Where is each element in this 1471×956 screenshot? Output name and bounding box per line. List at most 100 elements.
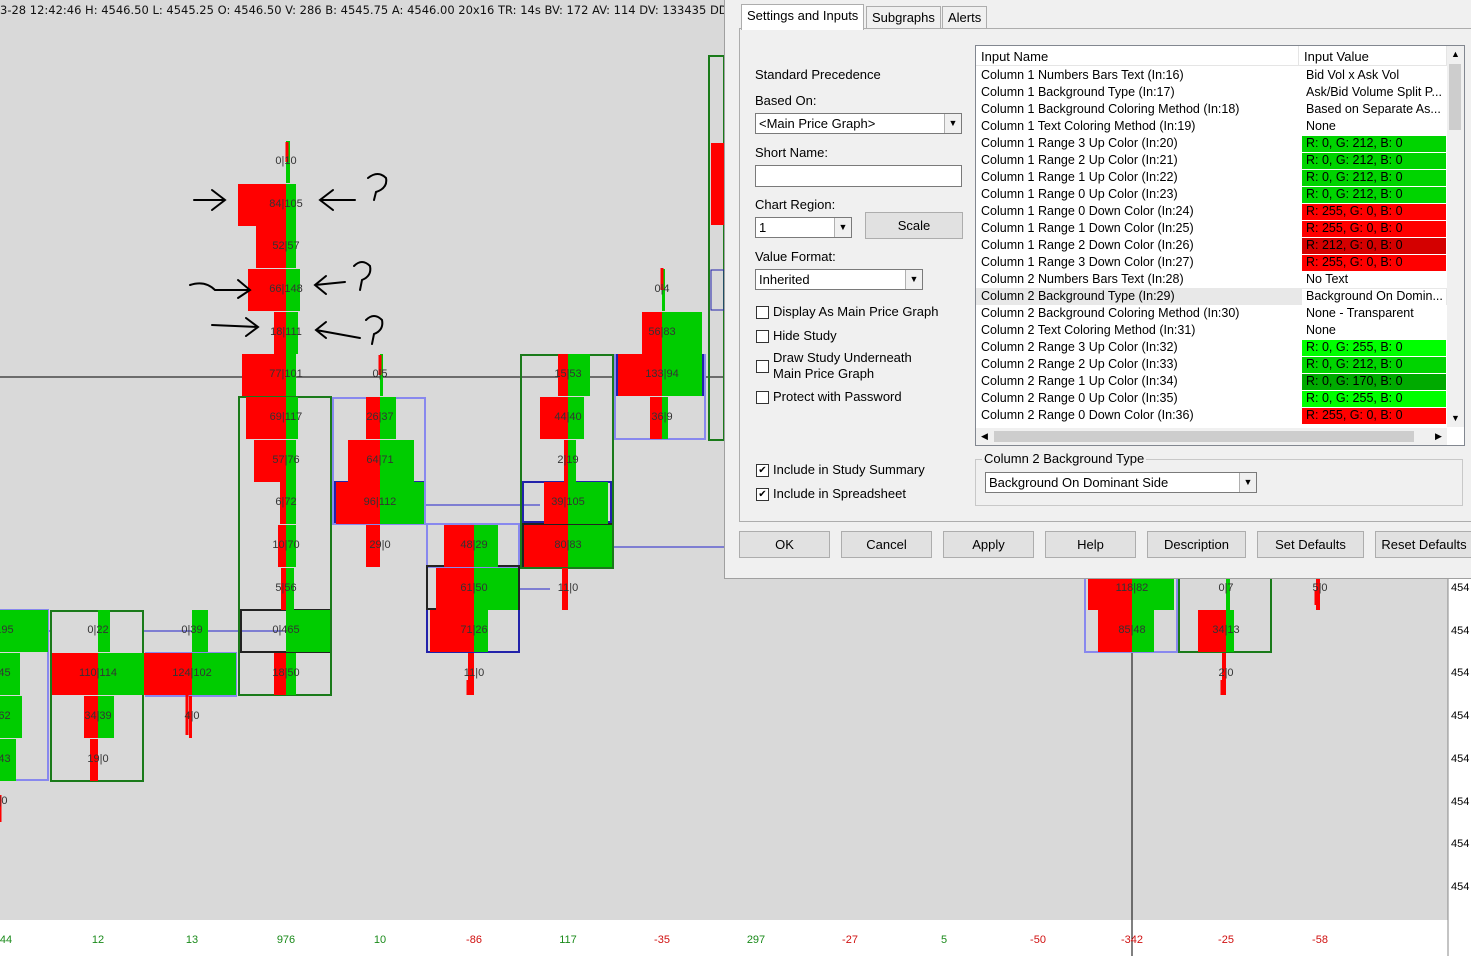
study-settings-dialog[interactable]: Settings and Inputs Subgraphs Alerts Sta…: [724, 0, 1471, 579]
input-value-cell[interactable]: None - Transparent: [1302, 306, 1446, 322]
bid-ask-volume-text: 0|7: [1218, 582, 1234, 594]
input-value-cell[interactable]: R: 0, G: 255, B: 0: [1302, 340, 1446, 356]
grid-row[interactable]: Column 1 Numbers Bars Text (In:16) Bid Vo…: [976, 67, 1447, 84]
scroll-thumb[interactable]: [1449, 64, 1461, 130]
grid-row[interactable]: Column 1 Text Coloring Method (In:19) Non…: [976, 118, 1447, 135]
bid-ask-volume-text: 85|48: [1118, 624, 1146, 636]
input-value-cell[interactable]: R: 255, G: 0, B: 0: [1302, 408, 1446, 424]
input-value-cell[interactable]: None: [1302, 323, 1446, 339]
hand-drawn-arrow: [193, 189, 227, 211]
based-on-select[interactable]: <Main Price Graph> ▼: [755, 113, 962, 134]
bid-volume-bar: [366, 525, 380, 567]
grid-horizontal-scrollbar[interactable]: ◀ ▶: [976, 428, 1447, 445]
grid-row[interactable]: Column 1 Range 0 Down Color (In:24) R: 25…: [976, 203, 1447, 220]
reset-defaults-button[interactable]: Reset Defaults: [1375, 531, 1471, 558]
description-button[interactable]: Description: [1147, 531, 1246, 558]
ask-volume-bar: [286, 653, 296, 695]
chevron-down-icon[interactable]: ▼: [834, 218, 851, 237]
tab-settings-and-inputs[interactable]: Settings and Inputs: [741, 4, 865, 30]
bid-ask-volume-text: 110|114: [79, 667, 117, 679]
display-as-main-checkbox[interactable]: [756, 306, 769, 319]
include-summary-checkbox[interactable]: ✔: [756, 464, 769, 477]
input-value-cell[interactable]: R: 255, G: 0, B: 0: [1302, 221, 1446, 237]
chevron-down-icon[interactable]: ▼: [944, 114, 961, 133]
grid-row[interactable]: Column 1 Range 3 Up Color (In:20) R: 0, G…: [976, 135, 1447, 152]
bid-volume-bar: [642, 312, 662, 354]
grid-row[interactable]: Column 2 Background Type (In:29) Backgrou…: [976, 288, 1447, 305]
input-value-header[interactable]: Input Value: [1299, 46, 1447, 65]
grid-row[interactable]: Column 1 Range 2 Up Color (In:21) R: 0, G…: [976, 152, 1447, 169]
scroll-right-icon[interactable]: ▶: [1435, 431, 1442, 441]
grid-row[interactable]: Column 1 Range 2 Down Color (In:26) R: 21…: [976, 237, 1447, 254]
grid-row[interactable]: Column 2 Numbers Bars Text (In:28) No Tex…: [976, 271, 1447, 288]
input-value-cell[interactable]: R: 0, G: 170, B: 0: [1302, 374, 1446, 390]
input-value-cell[interactable]: R: 255, G: 0, B: 0: [1302, 255, 1446, 271]
bid-ask-volume-text: 34|13: [1212, 624, 1240, 636]
input-name-header[interactable]: Input Name: [976, 46, 1299, 65]
grid-row[interactable]: Column 2 Range 0 Up Color (In:35) R: 0, G…: [976, 390, 1447, 407]
input-value-cell[interactable]: R: 0, G: 212, B: 0: [1302, 187, 1446, 203]
scale-button[interactable]: Scale: [865, 212, 963, 239]
ask-volume-bar: [568, 440, 576, 482]
input-value-cell[interactable]: R: 0, G: 212, B: 0: [1302, 153, 1446, 169]
tab-subgraphs[interactable]: Subgraphs: [866, 6, 941, 29]
grid-row[interactable]: Column 2 Background Coloring Method (In:…: [976, 305, 1447, 322]
scroll-down-icon[interactable]: ▼: [1451, 413, 1460, 423]
grid-row[interactable]: Column 2 Range 1 Up Color (In:34) R: 0, G…: [976, 373, 1447, 390]
ask-volume-bar: [474, 525, 498, 567]
include-spreadsheet-checkbox[interactable]: ✔: [756, 488, 769, 501]
grid-vertical-scrollbar[interactable]: ▲ ▼: [1447, 46, 1464, 427]
value-area-box: [710, 269, 725, 311]
input-value-cell[interactable]: R: 255, G: 0, B: 0: [1302, 204, 1446, 220]
chevron-down-icon[interactable]: ▼: [905, 270, 922, 289]
short-name-input[interactable]: [755, 165, 962, 187]
inputs-grid[interactable]: Input Name Input Value Column 1 Numbers …: [975, 45, 1465, 446]
bid-ask-volume-text: 2|19: [557, 454, 579, 466]
bid-volume-bar: [274, 312, 286, 354]
input-value-cell[interactable]: R: 0, G: 212, B: 0: [1302, 170, 1446, 186]
bid-ask-volume-text: 26|37: [366, 411, 394, 423]
input-value-cell[interactable]: Bid Vol x Ask Vol: [1302, 68, 1446, 84]
input-name-cell: Column 1 Range 3 Up Color (In:20): [981, 136, 1178, 150]
grid-row[interactable]: Column 1 Range 1 Down Color (In:25) R: 25…: [976, 220, 1447, 237]
grid-row[interactable]: Column 1 Range 0 Up Color (In:23) R: 0, G…: [976, 186, 1447, 203]
scroll-left-icon[interactable]: ◀: [981, 431, 988, 441]
grid-row[interactable]: Column 2 Range 3 Up Color (In:32) R: 0, G…: [976, 339, 1447, 356]
scroll-up-icon[interactable]: ▲: [1451, 49, 1460, 59]
draw-underneath-checkbox[interactable]: [756, 360, 769, 373]
ask-volume-bar: [286, 440, 296, 482]
cancel-button[interactable]: Cancel: [841, 531, 932, 558]
scroll-thumb[interactable]: [994, 431, 1414, 442]
input-value-cell[interactable]: None: [1302, 119, 1446, 135]
ask-volume-bar: [380, 397, 396, 439]
input-value-cell[interactable]: Ask/Bid Volume Split P...: [1302, 85, 1446, 101]
help-button[interactable]: Help: [1045, 531, 1136, 558]
ask-volume-bar: [0, 610, 48, 652]
grid-row[interactable]: Column 2 Text Coloring Method (In:31) Non…: [976, 322, 1447, 339]
protect-password-checkbox[interactable]: [756, 391, 769, 404]
chevron-down-icon[interactable]: ▼: [1239, 473, 1256, 492]
value-format-select[interactable]: Inherited ▼: [755, 269, 923, 290]
chart-region-select[interactable]: 1 ▼: [755, 217, 852, 238]
ok-button[interactable]: OK: [739, 531, 830, 558]
input-value-cell[interactable]: R: 0, G: 255, B: 0: [1302, 391, 1446, 407]
input-value-cell[interactable]: R: 0, G: 212, B: 0: [1302, 357, 1446, 373]
input-value-cell[interactable]: R: 212, G: 0, B: 0: [1302, 238, 1446, 254]
input-value-cell[interactable]: Based on Separate As...: [1302, 102, 1446, 118]
bid-volume-bar: [544, 482, 568, 524]
grid-row[interactable]: Column 2 Range 0 Down Color (In:36) R: 25…: [976, 407, 1447, 424]
background-type-select[interactable]: Background On Dominant Side ▼: [985, 472, 1257, 493]
grid-row[interactable]: Column 1 Background Coloring Method (In:…: [976, 101, 1447, 118]
grid-row[interactable]: Column 2 Range 2 Up Color (In:33) R: 0, G…: [976, 356, 1447, 373]
tab-alerts[interactable]: Alerts: [942, 6, 988, 29]
input-value-cell[interactable]: Background On Domin...: [1302, 289, 1446, 305]
hide-study-checkbox[interactable]: [756, 330, 769, 343]
apply-button[interactable]: Apply: [943, 531, 1034, 558]
grid-row[interactable]: Column 1 Background Type (In:17) Ask/Bid …: [976, 84, 1447, 101]
input-value-cell[interactable]: R: 0, G: 212, B: 0: [1302, 136, 1446, 152]
grid-row[interactable]: Column 1 Range 3 Down Color (In:27) R: 25…: [976, 254, 1447, 271]
input-value-cell[interactable]: No Text: [1302, 272, 1446, 288]
set-defaults-button[interactable]: Set Defaults: [1257, 531, 1364, 558]
grid-row[interactable]: Column 1 Range 1 Up Color (In:22) R: 0, G…: [976, 169, 1447, 186]
